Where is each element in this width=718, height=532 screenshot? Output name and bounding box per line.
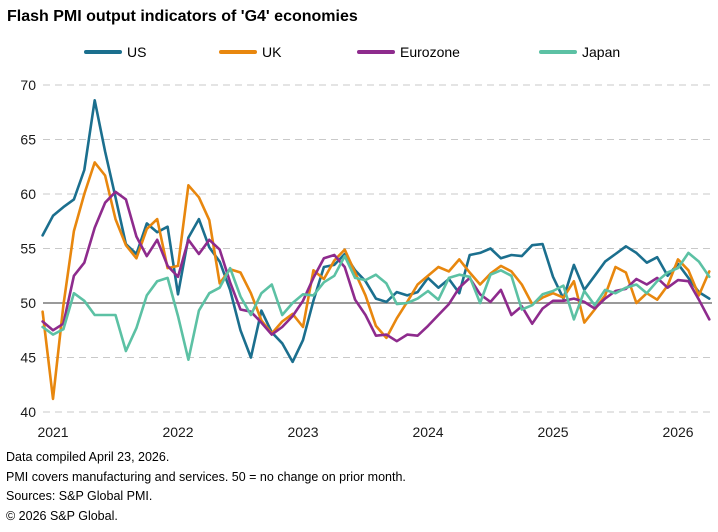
footnote-data-compiled: Data compiled April 23, 2026. xyxy=(6,450,170,464)
legend-label-us: US xyxy=(127,44,147,60)
legend-item-uk: UK xyxy=(219,44,281,60)
legend-item-eurozone: Eurozone xyxy=(357,44,460,60)
y-axis-tick-label: 60 xyxy=(20,186,36,202)
uk-line-swatch xyxy=(219,50,257,54)
y-axis-tick-label: 40 xyxy=(20,404,36,420)
legend-item-us: US xyxy=(84,44,146,60)
x-axis-tick-label: 2025 xyxy=(537,424,568,440)
footnote-copyright: © 2026 S&P Global. xyxy=(6,508,118,523)
series-line-uk xyxy=(41,161,711,401)
x-axis-tick-label: 2026 xyxy=(662,424,693,440)
y-axis-tick-label: 55 xyxy=(20,241,36,257)
chart-footnotes: Data compiled April 23, 2026. PMI covers… xyxy=(6,448,406,526)
series-line-eurozone xyxy=(41,190,711,343)
x-axis-tick-label: 2024 xyxy=(412,424,443,440)
y-axis-tick-label: 45 xyxy=(20,350,36,366)
y-axis-tick-label: 65 xyxy=(20,132,36,148)
legend-label-eurozone: Eurozone xyxy=(400,44,460,60)
eurozone-line-swatch xyxy=(357,50,395,54)
legend-item-japan: Japan xyxy=(539,44,620,60)
japan-line-swatch xyxy=(539,50,577,54)
footnote-pmi-definition: PMI covers manufacturing and services. 5… xyxy=(6,469,406,484)
y-axis-tick-label: 70 xyxy=(20,77,36,93)
x-axis-tick-label: 2021 xyxy=(37,424,68,440)
x-axis-tick-label: 2023 xyxy=(287,424,318,440)
legend-label-japan: Japan xyxy=(582,44,621,60)
y-axis-tick-label: 50 xyxy=(20,295,36,311)
chart-title: Flash PMI output indicators of 'G4' econ… xyxy=(7,8,358,25)
us-line-swatch xyxy=(84,50,122,54)
legend-label-uk: UK xyxy=(262,44,282,60)
footnote-sources: Sources: S&P Global PMI. xyxy=(6,489,153,503)
series-line-japan xyxy=(41,251,711,362)
series-line-us xyxy=(41,99,711,364)
x-axis-tick-label: 2022 xyxy=(162,424,193,440)
